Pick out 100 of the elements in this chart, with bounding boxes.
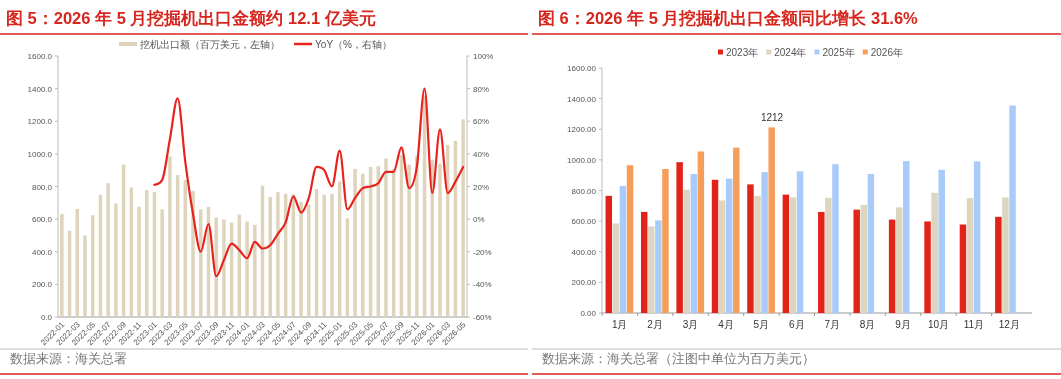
bar — [619, 185, 627, 313]
bar — [796, 171, 804, 313]
bar — [353, 168, 357, 317]
bar — [676, 162, 683, 313]
y-tick-label: 600.0 — [31, 215, 53, 225]
bar — [754, 195, 761, 313]
bar — [626, 165, 634, 313]
y-tick-label: 400.0 — [31, 247, 53, 257]
bar — [384, 158, 388, 317]
bar — [895, 207, 903, 313]
x-tick-label: 8月 — [859, 319, 876, 330]
legend-label: 2026年 — [870, 46, 903, 58]
bar — [1002, 197, 1009, 313]
bar — [888, 219, 896, 313]
bar — [690, 173, 698, 313]
chart-title: 图 6：2026 年 5 月挖掘机出口金额同比增长 31.6% — [538, 9, 919, 27]
bar — [268, 197, 272, 317]
bar — [973, 161, 981, 313]
y-tick-label: 400.00 — [571, 247, 597, 257]
bar — [825, 197, 832, 313]
y-tick-label: 1200.00 — [567, 125, 597, 135]
x-tick-label: 1月 — [611, 319, 628, 330]
chart-title: 图 5：2026 年 5 月挖掘机出口金额约 12.1 亿美元 — [6, 9, 376, 27]
bar — [1009, 105, 1016, 313]
bar — [697, 151, 705, 313]
bar — [137, 206, 141, 317]
bar — [83, 235, 87, 317]
bar — [605, 195, 613, 313]
bar — [725, 178, 733, 313]
x-tick-label: 2月 — [647, 319, 663, 330]
bar — [640, 211, 648, 313]
x-tick-label: 10月 — [927, 319, 950, 330]
bar — [853, 209, 860, 313]
bar — [747, 184, 754, 313]
legend-label: 挖机出口额（百万美元，左轴） — [140, 38, 281, 50]
y2-tick-label: -60% — [473, 313, 492, 322]
bar — [322, 194, 326, 317]
bar — [768, 127, 775, 313]
x-tick-label: 6月 — [789, 319, 805, 330]
y-tick-label: 1000.00 — [567, 155, 597, 165]
bar — [299, 202, 303, 317]
source-note: 数据来源：海关总署 — [10, 352, 127, 366]
y-tick-label: 600.00 — [571, 217, 597, 227]
bar — [718, 200, 726, 313]
bar — [818, 211, 825, 313]
legend-label: YoY（%，右轴） — [315, 38, 392, 50]
bar — [860, 205, 868, 313]
x-tick-label: 3月 — [682, 319, 699, 330]
bar — [461, 119, 465, 317]
bar — [903, 161, 910, 313]
bar — [199, 209, 203, 317]
y-tick-label: 800.00 — [571, 186, 597, 196]
x-tick-label: 9月 — [895, 319, 911, 330]
x-tick-label: 5月 — [753, 319, 770, 330]
bar — [789, 197, 797, 313]
bar — [168, 156, 172, 317]
legend-label: 2023年 — [726, 46, 759, 58]
bar — [361, 173, 365, 317]
bar — [60, 214, 64, 317]
bar — [612, 223, 620, 313]
bar — [276, 192, 280, 317]
bar — [160, 209, 164, 317]
y2-tick-label: 40% — [473, 149, 490, 159]
y-tick-label: 0.0 — [40, 313, 53, 322]
bar — [733, 147, 740, 313]
y-tick-label: 1000.0 — [27, 149, 53, 159]
y-tick-label: 800.0 — [31, 182, 53, 192]
bar — [938, 169, 945, 313]
x-tick-label: 12月 — [998, 319, 1020, 330]
bar — [222, 219, 226, 317]
bar — [711, 179, 719, 313]
x-tick-label: 7月 — [824, 319, 840, 330]
y2-tick-label: 60% — [473, 117, 490, 127]
y-tick-label: 1400.0 — [27, 84, 53, 94]
line-series — [153, 87, 465, 278]
bar — [214, 217, 218, 317]
legend-label: 2025年 — [822, 46, 855, 58]
bar — [867, 173, 875, 313]
x-tick-label: 11月 — [963, 319, 985, 330]
y2-tick-label: -40% — [473, 280, 492, 290]
y-tick-label: 0.00 — [580, 309, 597, 318]
bar — [782, 194, 790, 313]
data-label: 1212 — [760, 112, 784, 124]
bar — [330, 193, 334, 317]
y2-tick-label: -20% — [473, 247, 492, 257]
y-tick-label: 1600.0 — [27, 52, 53, 61]
bar — [114, 203, 118, 317]
bar — [655, 220, 662, 313]
bar — [966, 198, 974, 313]
bar — [106, 183, 110, 317]
y2-tick-label: 80% — [473, 84, 490, 94]
y2-tick-label: 20% — [473, 182, 490, 192]
bar — [931, 192, 938, 313]
x-tick-label: 4月 — [718, 319, 734, 330]
bar — [924, 221, 931, 313]
legend-label: 2024年 — [774, 46, 807, 58]
bar — [245, 221, 249, 317]
bar — [995, 216, 1002, 313]
y-tick-label: 200.00 — [571, 278, 597, 288]
bar — [761, 172, 768, 313]
